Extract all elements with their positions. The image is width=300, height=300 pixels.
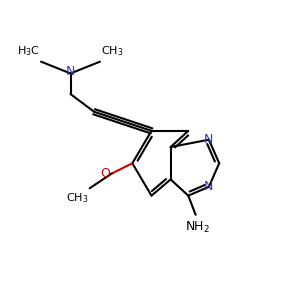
Text: N: N [204, 133, 214, 146]
Text: NH$_2$: NH$_2$ [184, 220, 210, 235]
Text: N: N [204, 180, 214, 193]
Text: O: O [100, 167, 110, 180]
Text: H$_3$C: H$_3$C [17, 44, 40, 58]
Text: CH$_3$: CH$_3$ [66, 191, 88, 205]
Text: N: N [66, 65, 75, 79]
Text: CH$_3$: CH$_3$ [101, 44, 124, 58]
